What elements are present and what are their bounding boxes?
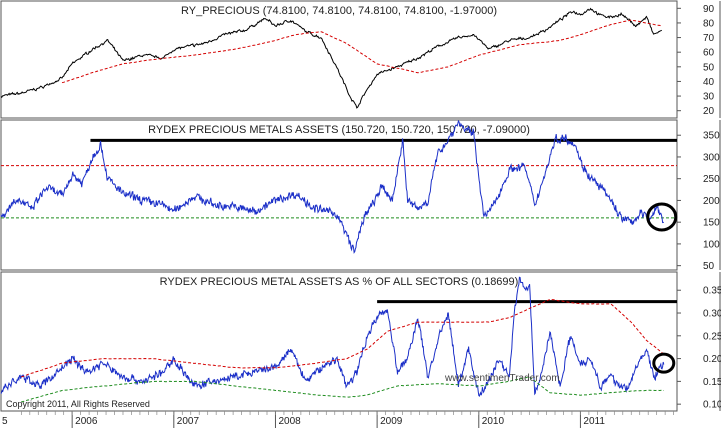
y-tick-label: 60 bbox=[703, 48, 715, 59]
panel-title-2: RYDEX PRECIOUS METALS ASSETS (150.720, 1… bbox=[148, 124, 530, 136]
y-tick-label: 30 bbox=[703, 92, 715, 103]
panel-title-3: RYDEX PRECIOUS METAL ASSETS AS % OF ALL … bbox=[160, 276, 519, 288]
y-tick-label: 300 bbox=[703, 152, 720, 163]
y-tick-label: 0.25 bbox=[703, 331, 721, 342]
y-tick-label: 50 bbox=[703, 261, 715, 272]
green-series-3 bbox=[21, 376, 664, 403]
panel-frames bbox=[0, 0, 721, 412]
ma-series-1 bbox=[61, 19, 662, 84]
panel-3: RYDEX PRECIOUS METAL ASSETS AS % OF ALL … bbox=[0, 276, 721, 411]
x-tick-label: 2007 bbox=[177, 416, 200, 427]
y-tick-label: 50 bbox=[703, 62, 715, 73]
y-tick-label: 70 bbox=[703, 33, 715, 44]
panel-frame-2 bbox=[0, 119, 678, 271]
assets-series-2 bbox=[0, 119, 665, 254]
y-tick-label: 90 bbox=[703, 4, 715, 15]
copyright-text: Copyright 2011, All Rights Reserved bbox=[6, 399, 150, 409]
y-tick-label: 0.10 bbox=[703, 400, 721, 411]
y-tick-label: 250 bbox=[703, 174, 720, 185]
x-tick-label: 2008 bbox=[278, 416, 301, 427]
assets-series-3 bbox=[0, 276, 665, 398]
panel-frame-1 bbox=[0, 0, 678, 119]
price-series-1 bbox=[0, 7, 663, 109]
y-tick-label: 350 bbox=[703, 131, 720, 142]
panel-1: RY_PRECIOUS (74.8100, 74.8100, 74.8100, … bbox=[0, 4, 715, 117]
x-tick-label: 2010 bbox=[482, 416, 505, 427]
y-tick-label: 0.35 bbox=[703, 286, 721, 297]
highlight-circle-2 bbox=[646, 202, 678, 232]
x-tick-label: 5 bbox=[2, 416, 8, 427]
y-tick-label: 0.20 bbox=[703, 354, 721, 365]
y-tick-label: 100 bbox=[703, 239, 720, 250]
y-tick-label: 200 bbox=[703, 196, 720, 207]
panels: RY_PRECIOUS (74.8100, 74.8100, 74.8100, … bbox=[0, 4, 721, 411]
y-tick-label: 0.30 bbox=[703, 309, 721, 320]
panel-2: RYDEX PRECIOUS METALS ASSETS (150.720, 1… bbox=[0, 119, 720, 272]
y-tick-label: 0.15 bbox=[703, 377, 721, 388]
x-tick-label: 2006 bbox=[75, 416, 98, 427]
y-tick-label: 40 bbox=[703, 77, 715, 88]
x-axis: 5 2006 2007 2008 2009 2010 2011 bbox=[1, 410, 677, 428]
x-tick-label: 2009 bbox=[380, 416, 403, 427]
watermark-text: www.sentimenTrader.com bbox=[444, 373, 560, 384]
panel-frame-3 bbox=[0, 271, 678, 412]
ma-series-3 bbox=[21, 298, 665, 378]
x-tick-label: 2011 bbox=[583, 416, 605, 427]
y-tick-label: 20 bbox=[703, 106, 715, 117]
panel-title-1: RY_PRECIOUS (74.8100, 74.8100, 74.8100, … bbox=[181, 5, 497, 17]
y-tick-label: 80 bbox=[703, 18, 715, 29]
y-tick-label: 150 bbox=[703, 218, 720, 229]
highlight-circle-3 bbox=[652, 352, 676, 374]
